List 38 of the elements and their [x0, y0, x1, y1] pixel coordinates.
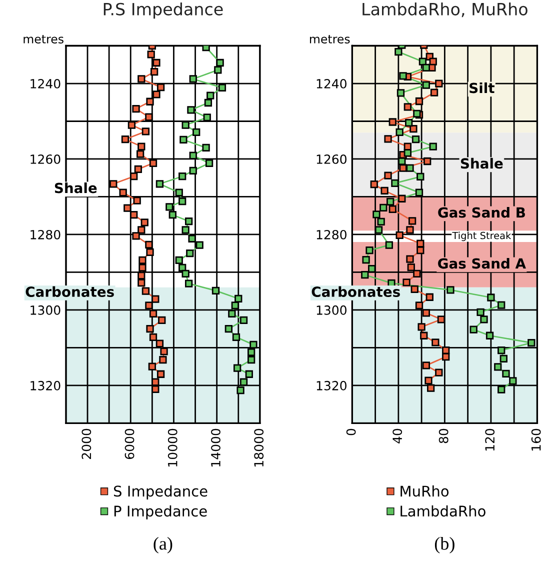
- legend-label: S Impedance: [114, 485, 208, 500]
- x-tick-label: 18000: [254, 428, 264, 466]
- y-axis-title: metres: [24, 35, 64, 44]
- y-tick-label: 1320: [316, 380, 346, 390]
- band-label: Tight Streak: [452, 232, 512, 242]
- x-tick-label: 6000: [124, 428, 134, 459]
- x-tick-label: 40: [392, 428, 402, 444]
- band-label: Silt: [470, 82, 494, 94]
- y-tick-label: 1280: [30, 230, 60, 240]
- x-tick-label: 80: [438, 428, 448, 444]
- chart-title: P.S Impedance: [104, 2, 223, 19]
- y-tick-label: 1240: [30, 78, 60, 88]
- chart-title: LambdaRho, MuRho: [362, 2, 528, 18]
- x-tick-label: 10000: [168, 428, 178, 466]
- band-label: Shale: [460, 158, 503, 169]
- y-tick-label: 1300: [316, 305, 346, 315]
- legend-label: LambdaRho: [400, 505, 486, 517]
- y-tick-label: 1240: [316, 78, 346, 88]
- x-tick-label: 14000: [211, 428, 220, 466]
- band-label: Carbonates: [26, 286, 114, 298]
- y-tick-label: 1260: [316, 154, 346, 164]
- y-tick-label: 1320: [30, 380, 60, 390]
- y-tick-label: 1300: [30, 305, 60, 315]
- legend-label: MuRho: [400, 485, 449, 497]
- x-tick-label: 0: [346, 428, 356, 436]
- annotation: Shale: [54, 182, 97, 194]
- text: (b): [434, 537, 454, 554]
- x-tick-label: 120: [485, 428, 495, 451]
- band-label: Gas Sand B: [438, 206, 525, 218]
- y-tick-label: 1280: [316, 230, 346, 240]
- y-axis-title: metres: [310, 35, 350, 44]
- band-label: Carbonates: [312, 286, 400, 298]
- band-label: Gas Sand A: [438, 258, 526, 269]
- y-tick-label: 1260: [30, 154, 60, 164]
- x-tick-label: 160: [531, 428, 541, 451]
- text: (a): [154, 537, 172, 554]
- x-tick-label: 2000: [82, 428, 92, 459]
- legend-label: P Impedance: [114, 505, 207, 520]
